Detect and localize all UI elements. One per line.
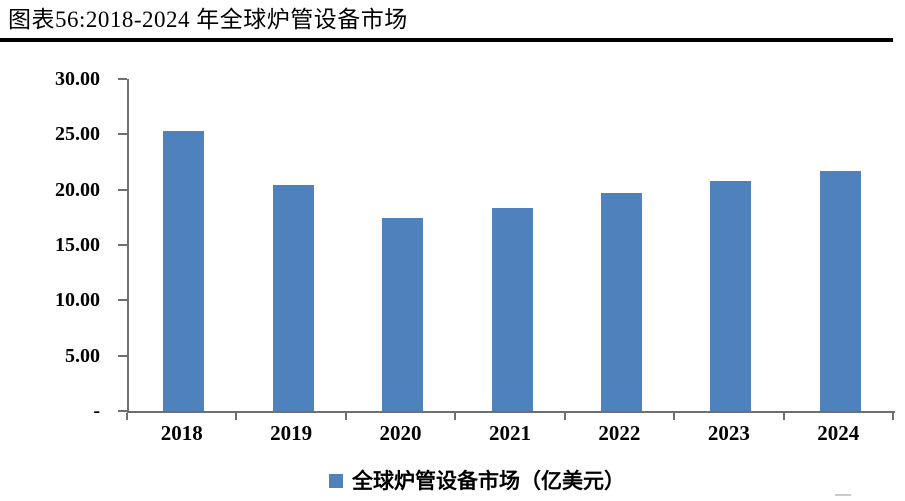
y-axis-tick-label: 10.00 <box>55 289 100 312</box>
x-axis-tick-label-2024: 2024 <box>817 421 860 445</box>
chart-legend: 全球炉管设备市场（亿美元） <box>127 468 827 494</box>
bar-2021 <box>491 208 533 411</box>
y-axis-tick-mark <box>118 78 127 80</box>
x-axis-tick-label-2021: 2021 <box>488 421 531 445</box>
legend-marker-square <box>329 474 343 488</box>
bar-2023 <box>710 180 752 411</box>
x-axis-tick-mark <box>344 413 347 420</box>
figure-title: 图表56:2018-2024 年全球炉管设备市场 <box>8 7 408 32</box>
x-axis-tick-mark <box>892 413 894 420</box>
x-axis-tick-label-2020: 2020 <box>379 421 422 445</box>
y-axis-tick-mark <box>118 188 127 191</box>
title-divider-rule <box>0 38 893 42</box>
y-axis-tick-label: - <box>93 400 100 422</box>
x-axis-tick-label-2019: 2019 <box>270 421 313 445</box>
x-axis-tick-mark <box>563 413 566 420</box>
x-axis-tick-mark <box>126 413 128 420</box>
y-axis-tick-mark <box>118 354 127 357</box>
bar-2024 <box>819 170 861 411</box>
bar-2018 <box>163 131 205 411</box>
bar-2022 <box>600 193 642 411</box>
bar-2019 <box>272 185 314 411</box>
x-axis-tick-mark <box>235 413 238 420</box>
x-axis-tick-label-2018: 2018 <box>160 421 203 445</box>
legend-label: 全球炉管设备市场（亿美元） <box>352 469 625 493</box>
y-axis-tick-label: 5.00 <box>65 344 100 367</box>
y-axis-tick-mark <box>118 410 127 412</box>
y-axis-tick-label: 20.00 <box>55 178 100 201</box>
plot-area <box>127 79 895 413</box>
x-axis-tick-mark <box>673 413 676 420</box>
y-axis-tick-mark <box>118 299 127 302</box>
stray-print-artifact <box>835 494 851 496</box>
y-axis-tick-mark <box>118 244 127 246</box>
x-axis-tick-mark <box>454 413 457 420</box>
y-axis-tick-label: 30.00 <box>55 68 100 90</box>
x-axis-tick-label-2023: 2023 <box>707 421 750 445</box>
x-axis-tick-mark <box>782 413 785 420</box>
y-axis-tick-label: 25.00 <box>55 123 100 146</box>
bar-2020 <box>382 218 424 411</box>
x-axis-tick-label-2022: 2022 <box>598 421 641 445</box>
y-axis-tick-label: 15.00 <box>55 234 100 256</box>
y-axis-tick-mark <box>118 133 127 136</box>
